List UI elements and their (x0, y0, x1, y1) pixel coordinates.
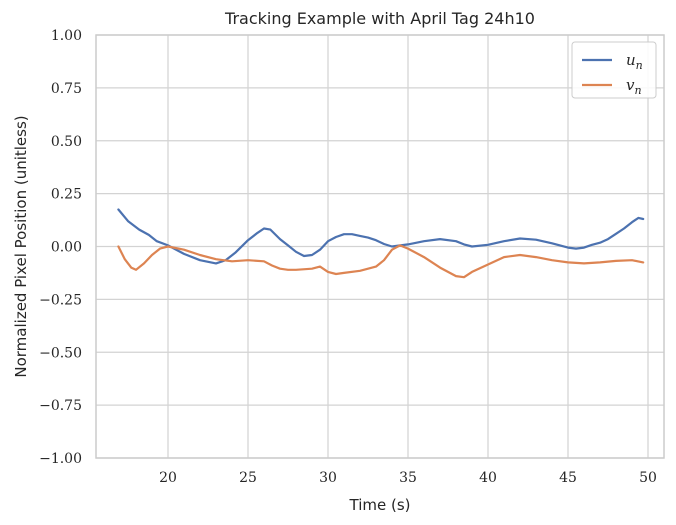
series-layer (117, 208, 645, 279)
x-tick-label: 40 (479, 470, 497, 486)
x-tick-label: 35 (399, 470, 417, 486)
x-tick-labels: 20 25 30 35 40 45 50 (159, 470, 657, 486)
x-tick-label: 45 (559, 470, 577, 486)
y-tick-label: −1.00 (39, 451, 82, 467)
chart-title: Tracking Example with April Tag 24h10 (224, 9, 535, 28)
y-gridlines (96, 34, 664, 459)
y-tick-label: 0.50 (51, 134, 82, 150)
y-tick-label: 1.00 (51, 28, 82, 44)
y-tick-label: −0.75 (39, 398, 82, 414)
x-tick-label: 30 (319, 470, 337, 486)
x-tick-label: 25 (239, 470, 257, 486)
series-line-un (117, 208, 645, 265)
x-axis-label: Time (s) (349, 496, 411, 514)
x-tick-label: 20 (159, 470, 177, 486)
y-tick-labels: 1.00 0.75 0.50 0.25 0.00 −0.25 −0.50 −0.75 −1.00 (39, 28, 82, 467)
y-tick-label: 0.25 (51, 187, 82, 203)
legend-subscript: n (636, 59, 643, 72)
y-tick-label: 0.75 (51, 81, 82, 97)
plot-frame (95, 34, 665, 459)
y-tick-label: −0.50 (39, 345, 82, 361)
y-tick-label: 0.00 (51, 240, 82, 256)
series-line-vn (117, 244, 645, 279)
y-tick-label: −0.25 (39, 292, 82, 308)
y-axis-label: Normalized Pixel Position (unitless) (12, 115, 30, 377)
legend-box (571, 41, 657, 99)
legend-subscript: n (634, 84, 641, 97)
x-tick-label: 50 (639, 470, 657, 486)
